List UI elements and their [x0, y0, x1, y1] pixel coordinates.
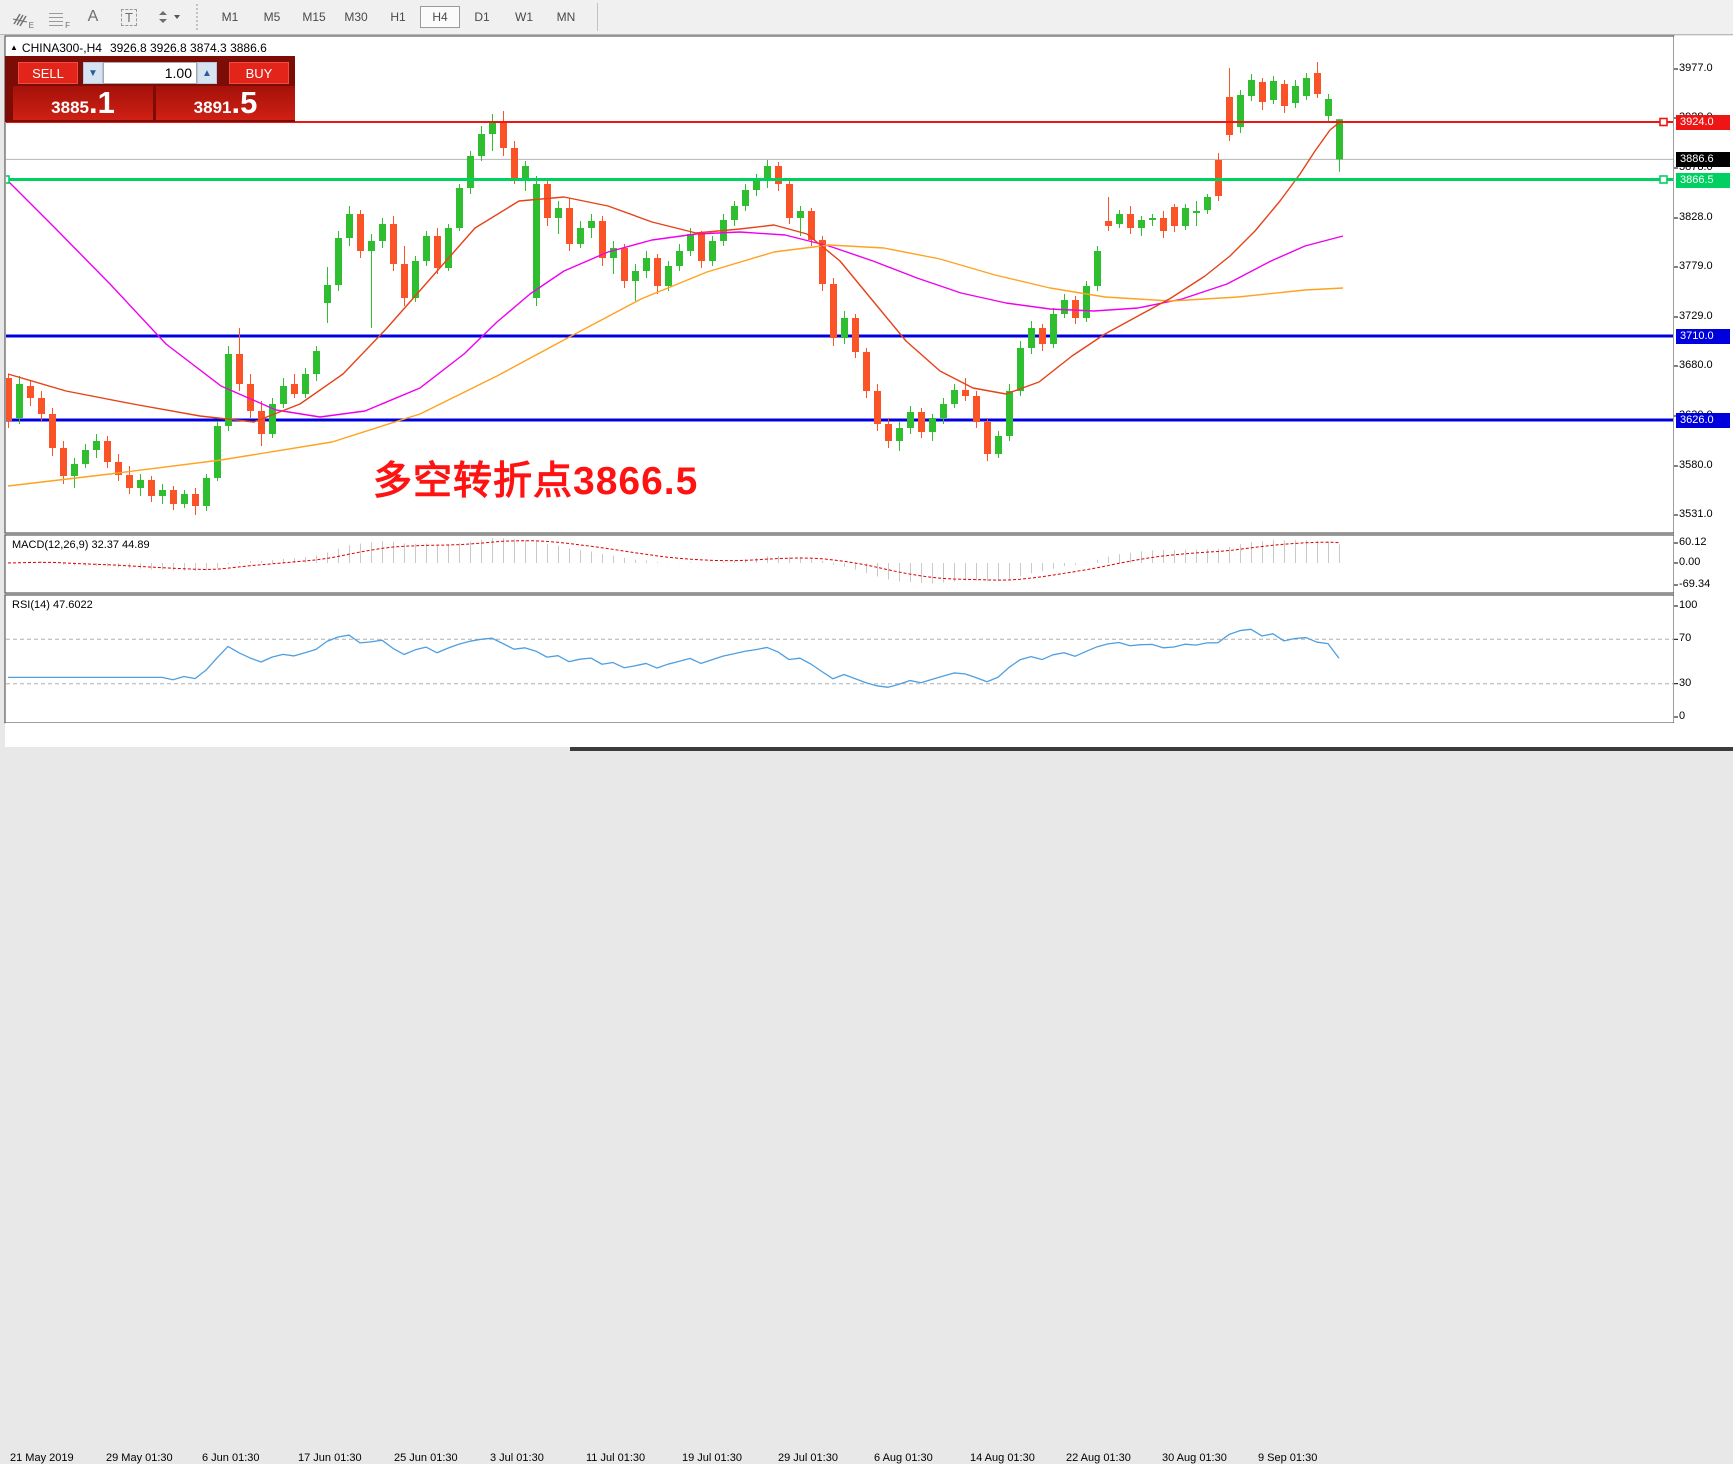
arrange-objects-icon[interactable]: [150, 4, 190, 30]
timeframe-button-M5[interactable]: M5: [263, 10, 281, 24]
volume-input[interactable]: [103, 62, 197, 84]
grid-icon[interactable]: F: [42, 4, 72, 30]
text-box-icon[interactable]: T: [114, 4, 144, 30]
timeframe-button-W1[interactable]: W1: [515, 10, 533, 24]
date-label: 30 Aug 01:30: [1162, 1452, 1227, 1464]
sell-price-main: 3885: [51, 98, 89, 117]
text-box-glyph: T: [121, 8, 137, 26]
date-label: 11 Jul 01:30: [586, 1452, 646, 1464]
date-label: 25 Jun 01:30: [394, 1452, 458, 1464]
rsi-line: [8, 628, 1340, 688]
date-label: 21 May 2019: [10, 1452, 74, 1464]
text-label-glyph: A: [87, 8, 99, 25]
volume-decrease-button[interactable]: ▼: [83, 62, 103, 84]
timeframe-button-D1[interactable]: D1: [474, 10, 490, 24]
toolbar-separator: [196, 4, 203, 30]
macd-signal-line: [7, 540, 1340, 581]
indicators-icon[interactable]: E: [6, 4, 36, 30]
sell-button[interactable]: SELL: [18, 62, 78, 84]
rsi-pane: [4, 594, 1675, 724]
date-label: 6 Jun 01:30: [202, 1452, 260, 1464]
buy-button[interactable]: BUY: [229, 62, 289, 84]
date-label: 14 Aug 01:30: [970, 1452, 1035, 1464]
ma-fast-red: [7, 121, 1341, 423]
date-label: 17 Jun 01:30: [298, 1452, 362, 1464]
grid-icon-sub: F: [65, 21, 70, 30]
timeframe-button-H1[interactable]: H1: [390, 10, 406, 24]
text-label-icon[interactable]: A: [78, 4, 108, 30]
timeframe-group: M1 M5 M15 M30 H1 H4 D1 W1 MN: [209, 6, 587, 28]
ma-slow-magenta: [6, 179, 1344, 418]
timeframe-button-M15[interactable]: M15: [302, 10, 326, 24]
date-label: 3 Jul 01:30: [490, 1452, 544, 1464]
toolbar-separator-2: [597, 3, 598, 31]
indicators-icon-sub: E: [28, 21, 34, 30]
sell-price-display[interactable]: 3885.1: [13, 85, 153, 120]
candles: [6, 62, 1343, 515]
date-label: 9 Sep 01:30: [1258, 1452, 1318, 1464]
date-label: 29 Jul 01:30: [778, 1452, 838, 1464]
date-label: 19 Jul 01:30: [682, 1452, 742, 1464]
sell-price-pips: .1: [88, 85, 115, 120]
date-label: 6 Aug 01:30: [874, 1452, 933, 1464]
macd-pane: [4, 534, 1675, 594]
ma-medium-orange: [7, 244, 1344, 487]
buy-price-main: 3891: [193, 98, 232, 117]
timeframe-button-M1[interactable]: M1: [221, 10, 239, 24]
timeframe-button-M30[interactable]: M30: [344, 10, 368, 24]
buy-price-pips: .5: [231, 85, 258, 120]
timeframe-button-MN[interactable]: MN: [556, 10, 576, 24]
volume-increase-button[interactable]: ▲: [197, 62, 217, 84]
timeframe-button-H4[interactable]: H4: [420, 6, 460, 28]
date-label: 22 Aug 01:30: [1066, 1452, 1131, 1464]
one-click-trade-panel: SELL ▼ ▲ BUY 3885.1 3891.5: [5, 56, 295, 122]
date-label: 29 May 01:30: [106, 1452, 173, 1464]
toolbar: E F A T M1 M5 M15 M30 H1 H4 D1 W1 MN: [0, 0, 1733, 35]
buy-price-display[interactable]: 3891.5: [156, 85, 295, 120]
